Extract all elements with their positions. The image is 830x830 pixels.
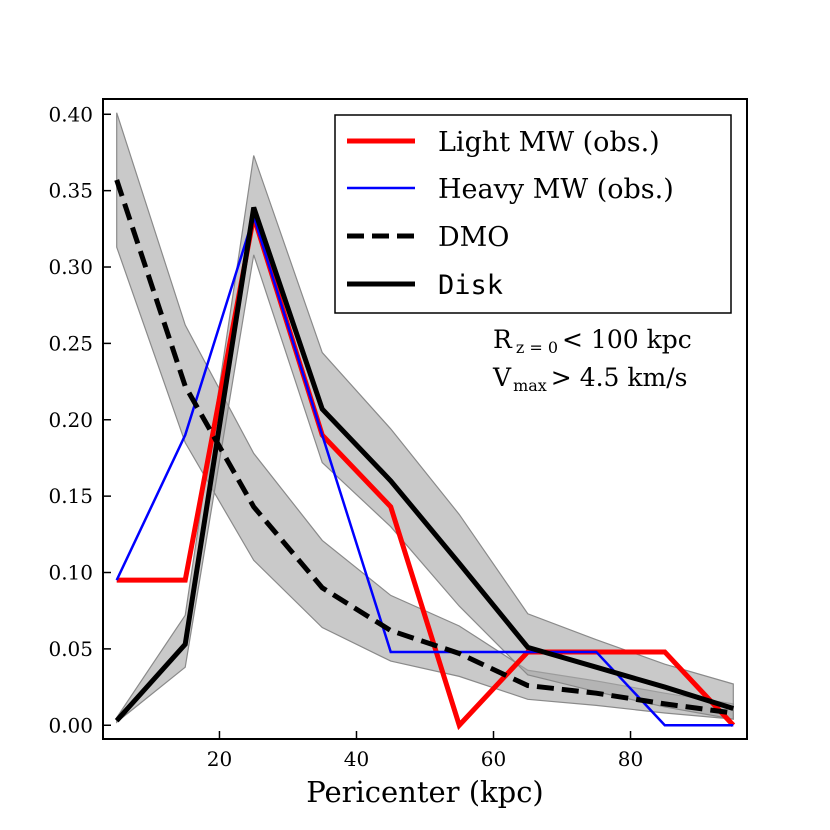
y-tick-label: 0.20 <box>48 408 93 432</box>
series-line-light-mw-obs <box>116 215 736 731</box>
y-tick-label: 0.30 <box>48 255 93 279</box>
y-tick-label: 0.35 <box>48 179 93 203</box>
legend-label-heavy-mw: Heavy MW (obs.) <box>438 174 674 205</box>
series-line-disk <box>114 206 735 723</box>
y-tick-label: 0.25 <box>48 331 93 355</box>
x-axis-title: Pericenter (kpc) <box>306 775 544 809</box>
legend-label-dmo: DMO <box>438 222 509 253</box>
y-tick-label: 0.00 <box>48 713 93 737</box>
x-tick-label: 60 <box>481 747 506 771</box>
axis-ticks: 20 40 60 80 0.00 0.05 0.10 0.15 0.20 0.25 0.30 0.35… <box>48 102 643 771</box>
series-line-heavy-mw-obs <box>115 212 734 727</box>
y-tick-label: 0.15 <box>48 484 93 508</box>
series-lines <box>114 179 736 731</box>
legend: Light MW (obs.) Heavy MW (obs.) DMO Disk <box>334 114 732 314</box>
legend-label-disk: Disk <box>438 270 503 301</box>
x-tick-label: 20 <box>207 747 232 771</box>
plot-frame <box>102 98 748 740</box>
legend-frame <box>334 114 732 314</box>
x-tick-label: 80 <box>618 747 643 771</box>
series-line-dmo <box>114 179 734 716</box>
y-tick-label: 0.10 <box>48 561 93 585</box>
confidence-bands <box>116 112 734 724</box>
y-tick-label: 0.40 <box>48 102 93 126</box>
x-tick-label: 40 <box>344 747 369 771</box>
band-disk <box>116 155 734 724</box>
y-tick-label: 0.05 <box>48 637 93 661</box>
legend-label-light-mw: Light MW (obs.) <box>438 127 660 158</box>
